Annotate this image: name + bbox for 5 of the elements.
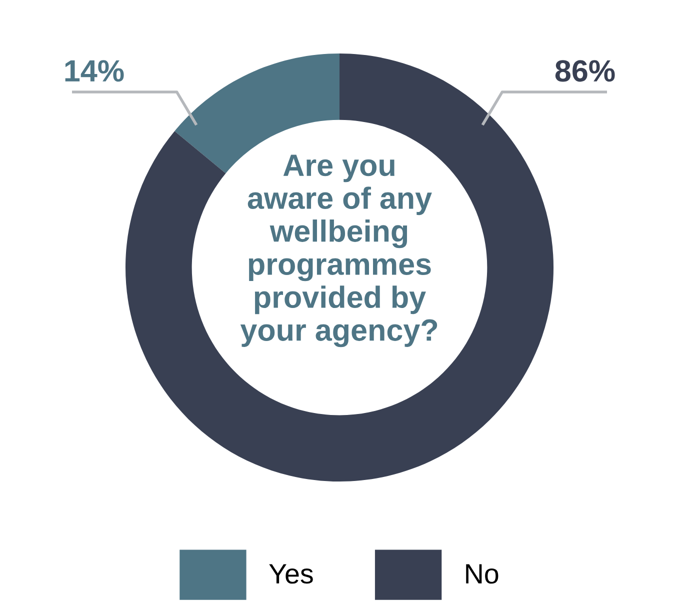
text: Are you aware of any wellbeing programmes provided by your agency? [240, 154, 438, 348]
data-label: 86% [555, 60, 615, 82]
data-label: 14% [65, 60, 124, 82]
legend-label: Yes [269, 564, 313, 584]
legend-label: No [466, 564, 498, 584]
